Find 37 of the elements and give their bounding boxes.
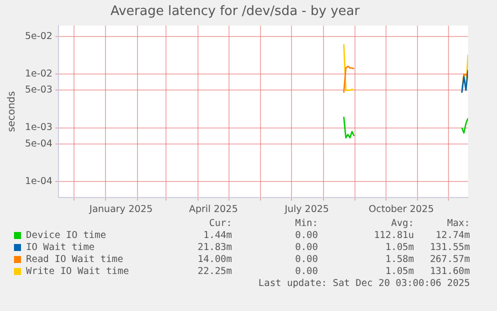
legend-label: Write IO Wait time	[26, 266, 129, 278]
text: 12.74m	[436, 230, 470, 241]
text: 0.00	[295, 254, 318, 265]
text: 1.44m	[203, 230, 232, 241]
y-tick-label: 1e-03	[25, 122, 52, 134]
x-tick-label: January 2025	[88, 204, 153, 215]
text: Min:	[295, 218, 318, 229]
text: 131.55m	[430, 242, 470, 253]
text: 22.25m	[198, 266, 232, 277]
text: 0.00	[295, 266, 318, 277]
y-tick-label: 5e-04	[25, 138, 52, 150]
y-tick-label: 5e-02	[25, 31, 52, 42]
x-tick-label: April 2025	[188, 204, 238, 215]
text: 1.05m	[385, 242, 414, 253]
text: Cur:	[209, 218, 232, 229]
text: Last update: Sat Dec 20 03:00:06 2025	[258, 278, 470, 289]
y-tick-label: 1e-04	[25, 176, 52, 187]
text: 21.83m	[198, 242, 232, 253]
text: 1.05m	[385, 266, 414, 277]
text: Avg:	[391, 218, 414, 229]
text: 112.81u	[374, 230, 414, 241]
y-tick-label: 5e-03	[25, 84, 52, 96]
x-tick-label: July 2025	[284, 204, 329, 215]
text: 0.00	[295, 242, 318, 253]
text: 0.00	[295, 230, 318, 241]
text: 14.00m	[198, 254, 232, 265]
y-axis-title: seconds	[6, 91, 18, 132]
legend-label: Device IO time	[26, 230, 106, 242]
chart-title: Average latency for /dev/sda - by year	[110, 4, 360, 20]
text: 1.58m	[385, 254, 414, 265]
y-tick-label: 1e-02	[25, 68, 52, 80]
text: 131.60m	[430, 266, 470, 277]
x-tick-label: October 2025	[368, 204, 434, 215]
text: Max:	[447, 218, 470, 229]
text: 267.57m	[430, 254, 470, 265]
legend-label: Read IO Wait time	[26, 254, 124, 266]
legend-label: IO Wait time	[26, 242, 95, 254]
